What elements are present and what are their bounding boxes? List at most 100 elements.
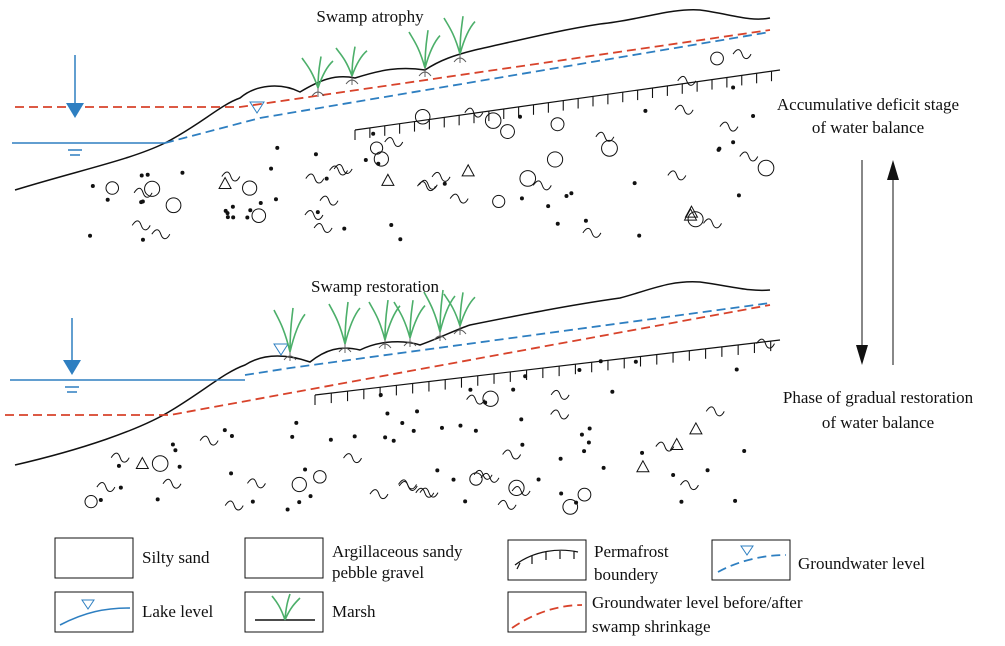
marsh-root	[418, 68, 432, 77]
gravel	[636, 459, 650, 473]
sand-dot	[250, 499, 255, 504]
sand-dot	[458, 423, 463, 428]
ground-surface	[14, 280, 771, 466]
panel-label: Swamp atrophy	[316, 7, 424, 26]
silt-mark	[199, 435, 219, 446]
arrow-head	[856, 345, 868, 365]
sand-dot	[294, 420, 299, 425]
marsh-plant	[443, 292, 476, 327]
legend-label: Argillaceous sandy	[332, 542, 463, 561]
pebble	[492, 194, 506, 209]
sand-dot	[731, 140, 736, 145]
sand-dot	[222, 428, 227, 433]
legend-symbol	[511, 604, 583, 629]
sand-dot	[435, 468, 440, 473]
legend-label: Groundwater level	[798, 554, 925, 573]
marsh-root	[453, 326, 467, 335]
marsh-plant	[335, 46, 368, 77]
sand-dot	[170, 442, 175, 447]
marsh-root	[378, 340, 392, 349]
gw-mark	[273, 343, 289, 356]
legend-box	[507, 539, 587, 581]
silt-mark	[705, 406, 725, 417]
sand-dot	[139, 173, 144, 178]
sand-dot	[415, 409, 420, 414]
sand-dot	[411, 428, 416, 433]
sand-dot	[583, 218, 588, 223]
marsh-root	[311, 88, 325, 97]
silt-mark	[703, 218, 722, 229]
sand-dot	[269, 166, 274, 171]
sand-dot	[98, 497, 103, 502]
marsh-plant	[423, 289, 456, 333]
marsh-plant	[408, 30, 441, 69]
silt-mark	[739, 151, 759, 162]
water-mark	[68, 149, 82, 156]
pebble	[144, 180, 161, 197]
ground-surface	[14, 9, 771, 191]
sand-dot	[116, 463, 121, 468]
sand-dot	[88, 233, 93, 238]
pebble	[687, 211, 704, 228]
pebble	[251, 208, 267, 224]
sand-dot	[400, 421, 405, 426]
pebble	[710, 51, 724, 66]
sand-dot	[383, 435, 388, 440]
silt-mark	[756, 338, 775, 349]
pebble	[469, 472, 483, 486]
sand-dot	[378, 393, 383, 398]
stage-label: of water balance	[812, 118, 924, 137]
sand-dot	[328, 437, 333, 442]
silt-mark	[415, 487, 435, 498]
legend-box	[54, 591, 134, 633]
pebble	[546, 151, 564, 168]
silt-mark	[369, 489, 389, 500]
sand-dot	[342, 226, 347, 231]
sand-dot	[313, 152, 318, 157]
legend-symbol	[271, 593, 301, 621]
sand-dot	[473, 428, 478, 433]
stage-label: Accumulative deficit stage	[777, 95, 959, 114]
sand-dot	[303, 467, 308, 472]
silt-mark	[677, 75, 697, 86]
sand-dot	[555, 221, 560, 226]
legend-label: boundery	[594, 565, 659, 584]
sand-dot	[582, 449, 587, 454]
sand-dot	[230, 204, 235, 209]
silt-mark	[680, 480, 699, 491]
gravel	[461, 163, 475, 177]
silt-mark	[417, 181, 436, 192]
legend-label: Marsh	[332, 602, 376, 621]
sand-dot	[564, 194, 569, 199]
sand-dot	[559, 491, 564, 496]
sand-dot	[558, 456, 563, 461]
silt-mark	[502, 449, 522, 460]
legend-label: swamp shrinkage	[592, 617, 711, 636]
groundwater-level	[164, 31, 771, 144]
gravel	[689, 421, 703, 435]
pebble	[519, 170, 537, 187]
sand-dot	[105, 197, 110, 202]
legend-label: Permafrost	[594, 542, 669, 561]
silt-mark	[319, 195, 339, 206]
sand-dot	[231, 215, 236, 220]
marsh-root	[338, 344, 352, 353]
permafrost-boundary	[354, 69, 781, 131]
silt-mark	[595, 131, 615, 142]
sand-dot	[285, 507, 290, 512]
silt-mark	[343, 453, 362, 464]
sand-dot	[640, 450, 645, 455]
sand-dot	[371, 131, 376, 136]
silt-mark	[247, 478, 266, 489]
pebble	[562, 499, 579, 515]
sections: Swamp atrophy Swamp restoration Accumula…	[5, 7, 974, 636]
silt-mark	[674, 104, 694, 115]
silt-mark	[431, 171, 451, 182]
sand-dot	[225, 215, 230, 220]
silt-mark	[582, 227, 602, 238]
sand-dot	[308, 494, 313, 499]
legend-box	[507, 591, 587, 633]
sand-dot	[679, 499, 684, 504]
legend-symbol	[740, 545, 754, 556]
sand-dot	[173, 448, 178, 453]
